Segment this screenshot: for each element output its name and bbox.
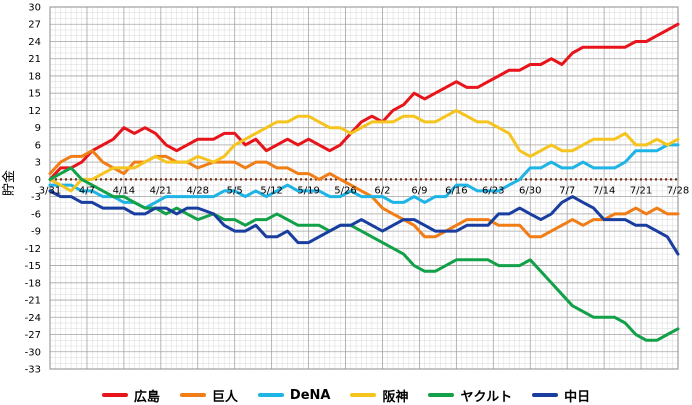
legend-label: 阪神 — [382, 389, 409, 405]
y-tick-label: -18 — [25, 278, 41, 289]
line-chart: 302724211815129630-3-6-9-12-15-18-21-24-… — [1, 3, 689, 376]
y-tick-label: 3 — [35, 158, 41, 169]
x-tick-label: 6/9 — [411, 185, 427, 196]
legend-label: 巨人 — [211, 389, 238, 405]
legend: 広島 巨人 DeNA 阪神 ヤクルト 中日 — [0, 386, 692, 405]
y-tick-label: -27 — [25, 330, 41, 341]
y-tick-label: -21 — [25, 296, 41, 307]
legend-item: 阪神 — [350, 386, 408, 405]
y-tick-label: -3 — [31, 192, 41, 203]
y-tick-label: 18 — [28, 71, 41, 82]
x-tick-label: 7/21 — [630, 185, 652, 196]
y-tick-label: 9 — [35, 123, 41, 134]
legend-swatch — [532, 393, 559, 397]
series-line-DeNA — [48, 143, 680, 210]
x-tick-label: 7/14 — [593, 185, 615, 196]
y-tick-label: 15 — [28, 89, 41, 100]
x-tick-label: 5/26 — [334, 185, 356, 196]
y-tick-label: -15 — [25, 261, 41, 272]
x-tick-label: 4/14 — [113, 185, 135, 196]
x-tick-label: 4/7 — [79, 185, 95, 196]
y-tick-labels: 302724211815129630-3-6-9-12-15-18-21-24-… — [25, 3, 41, 376]
y-tick-label: 30 — [28, 3, 41, 14]
x-tick-label: 5/5 — [227, 185, 243, 196]
y-axis-label: 貯金 — [1, 170, 17, 196]
legend-item: ヤクルト — [428, 386, 512, 405]
legend-swatch — [350, 393, 377, 397]
legend-item: 中日 — [532, 386, 590, 405]
legend-swatch — [101, 393, 128, 397]
x-tick-label: 3/31 — [39, 185, 61, 196]
y-tick-label: -33 — [25, 365, 41, 376]
legend-swatch — [179, 393, 206, 397]
legend-item: 巨人 — [179, 386, 238, 405]
y-tick-label: -12 — [25, 244, 41, 255]
legend-swatch — [257, 393, 284, 397]
y-tick-label: 21 — [28, 54, 41, 65]
minor-gridlines — [49, 6, 679, 370]
x-tick-label: 6/30 — [519, 185, 541, 196]
x-tick-labels: 3/31 4/7 4/14 4/21 4/28 5/5 5/12 5/19 5/26 6/2 6/9… — [39, 185, 689, 196]
y-tick-label: -9 — [31, 227, 41, 238]
y-tick-label: 27 — [28, 20, 41, 31]
y-tick-label: -24 — [25, 313, 41, 324]
series-line-広島 — [48, 22, 680, 181]
x-tick-label: 4/21 — [150, 185, 172, 196]
y-tick-label: 12 — [28, 106, 41, 117]
y-tick-label: 6 — [35, 140, 41, 151]
x-tick-label: 4/28 — [187, 185, 209, 196]
x-tick-label: 5/12 — [260, 185, 282, 196]
y-tick-label: 0 — [35, 175, 41, 186]
x-tick-label: 5/19 — [297, 185, 319, 196]
series-line-中日 — [48, 189, 680, 256]
legend-label: DeNA — [289, 387, 331, 403]
legend-item: DeNA — [257, 387, 331, 403]
legend-label: 広島 — [133, 389, 160, 405]
y-tick-label: -30 — [25, 347, 41, 358]
major-gridlines — [49, 6, 679, 370]
y-tick-label: 24 — [28, 37, 41, 48]
legend-item: 広島 — [101, 386, 160, 405]
series-line-阪神 — [48, 108, 680, 193]
plot-border — [49, 6, 679, 370]
x-tick-label: 6/16 — [445, 185, 467, 196]
series-lines — [48, 22, 680, 342]
x-tick-label: 6/2 — [374, 185, 390, 196]
legend-swatch — [428, 393, 455, 397]
y-tick-label: -6 — [31, 209, 41, 220]
x-tick-label: 6/23 — [482, 185, 504, 196]
x-tick-label: 7/28 — [667, 185, 689, 196]
legend-label: 中日 — [564, 389, 591, 405]
x-tick-label: 7/7 — [559, 185, 575, 196]
legend-label: ヤクルト — [460, 389, 513, 405]
